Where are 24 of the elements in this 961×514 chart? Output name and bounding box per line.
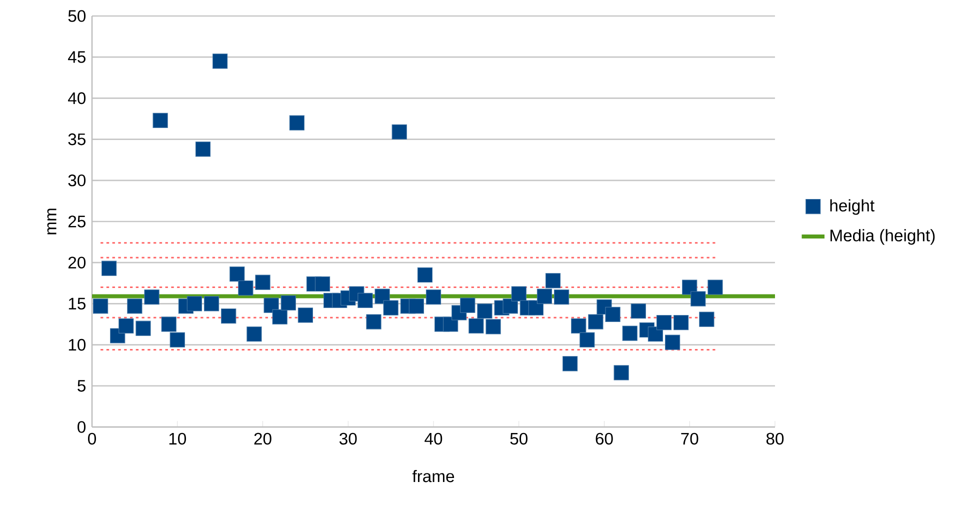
x-tick-label: 10 <box>169 432 186 445</box>
y-tick-label: 5 <box>78 380 86 392</box>
y-tick-label: 40 <box>68 92 86 104</box>
x-tick-label: 0 <box>88 432 96 445</box>
legend-label: Media (height) <box>830 229 935 245</box>
x-tick-label: 30 <box>339 432 357 445</box>
x-tick-label: 50 <box>510 432 528 445</box>
y-tick-label: 10 <box>68 338 86 351</box>
y-tick-label: 25 <box>68 216 86 228</box>
x-tick-label: 80 <box>766 432 784 445</box>
y-axis-title: mm <box>47 208 56 234</box>
y-tick-label: 35 <box>68 133 86 146</box>
y-tick-label: 15 <box>68 298 86 310</box>
y-tick-label: 45 <box>68 51 86 63</box>
x-tick-label: 20 <box>254 432 272 445</box>
y-tick-label: 0 <box>78 421 86 433</box>
legend-label: height <box>830 199 874 215</box>
x-axis-title: frame <box>412 470 454 482</box>
y-tick-label: 50 <box>68 10 86 22</box>
x-tick-label: 40 <box>424 432 442 445</box>
y-tick-label: 30 <box>68 174 86 186</box>
x-tick-label: 70 <box>681 432 698 445</box>
y-tick-label: 20 <box>68 256 86 268</box>
x-tick-label: 60 <box>596 432 613 445</box>
